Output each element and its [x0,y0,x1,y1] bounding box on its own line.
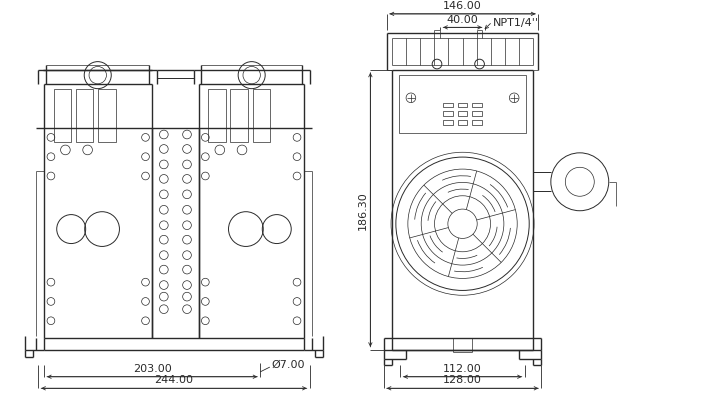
Bar [457,121,467,126]
Bar [253,90,270,143]
Bar [472,103,481,108]
Bar [54,90,71,143]
Bar [208,90,226,143]
Text: 186.30: 186.30 [357,191,368,229]
Bar [443,112,453,117]
Bar [230,90,248,143]
Bar [457,112,467,117]
Bar [98,90,116,143]
Bar [472,112,481,117]
Text: 128.00: 128.00 [443,375,482,384]
Text: 244.00: 244.00 [155,375,193,384]
Bar [443,121,453,126]
Bar [472,121,481,126]
Text: 203.00: 203.00 [133,363,172,373]
Text: 146.00: 146.00 [443,1,482,11]
Text: Ø7.00: Ø7.00 [272,359,305,369]
Bar [457,103,467,108]
Text: NPT1/4'': NPT1/4'' [492,18,539,27]
Text: 40.00: 40.00 [447,14,479,25]
Bar [76,90,93,143]
Text: 112.00: 112.00 [443,363,482,373]
Bar [443,103,453,108]
Bar [400,76,526,133]
